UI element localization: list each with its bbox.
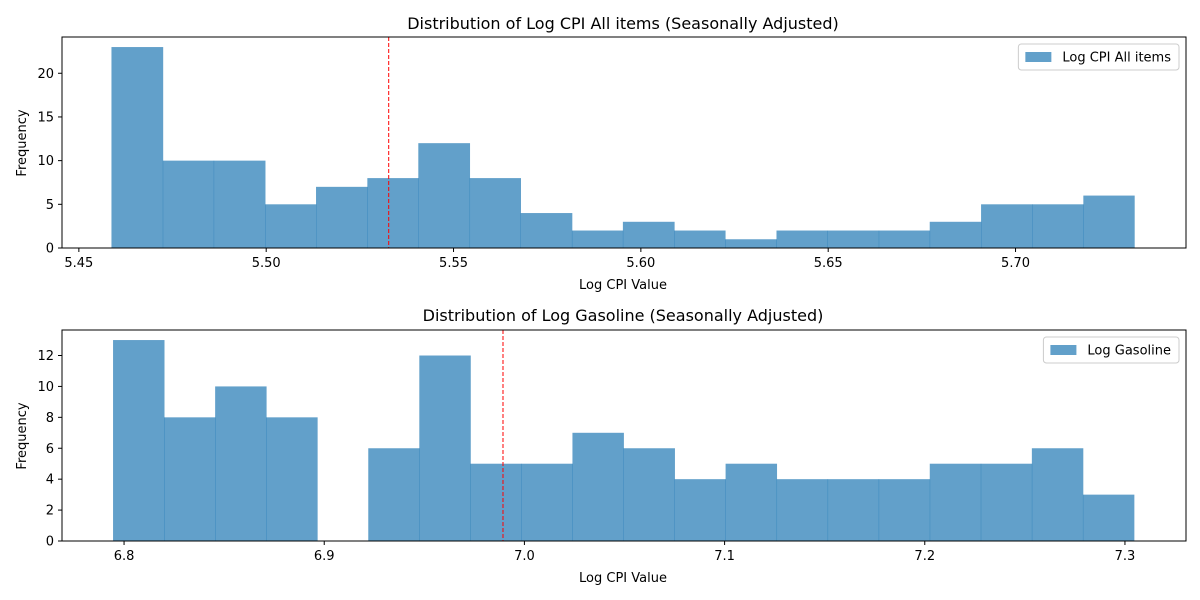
legend-label: Log CPI All items [1062, 51, 1171, 66]
plot-frame [61, 329, 1187, 542]
x-axis-ticks: 5.45 5.50 5.55 5.60 5.65 5.70 [64, 248, 1030, 271]
histogram-bar [215, 386, 267, 541]
histogram-bar [418, 143, 471, 248]
legend-label: Log Gasoline [1087, 344, 1171, 359]
histogram-bar [469, 178, 521, 248]
histogram-bar [980, 463, 1033, 541]
histogram-bar [164, 417, 216, 541]
histogram-bar [929, 221, 982, 248]
x-tick-label: 5.55 [439, 256, 468, 271]
histogram-bar [266, 417, 318, 541]
y-axis-ticks: 0 5 10 15 20 [37, 67, 62, 257]
y-axis-label: Frequency [15, 402, 30, 469]
histogram-bar [368, 448, 420, 541]
histogram-bar [111, 47, 164, 248]
legend: Log CPI All items [1017, 43, 1180, 71]
histogram-bar [572, 432, 624, 541]
histogram-bar [419, 355, 471, 541]
histogram-bar [622, 221, 675, 248]
histogram-bar [213, 160, 266, 248]
y-tick-label: 12 [37, 349, 54, 364]
x-axis-ticks: 6.8 6.9 7.0 7.1 7.2 7.3 [114, 541, 1136, 564]
histogram-bar [265, 204, 317, 248]
histogram-bar [981, 204, 1033, 248]
x-axis-label: Log CPI Value [579, 278, 667, 293]
x-tick-label: 5.50 [252, 256, 281, 271]
plot-frame [61, 36, 1187, 249]
y-tick-label: 10 [37, 154, 54, 169]
y-tick-label: 15 [37, 110, 54, 125]
y-tick-label: 2 [46, 504, 54, 519]
y-tick-label: 4 [46, 473, 54, 488]
y-tick-label: 6 [46, 442, 54, 457]
histogram-bar [367, 178, 419, 248]
x-tick-label: 7.1 [714, 549, 735, 564]
x-tick-label: 7.3 [1115, 549, 1136, 564]
legend-swatch [1025, 52, 1052, 62]
histogram-bar [1083, 195, 1135, 248]
histogram-bar [674, 479, 726, 541]
legend-swatch [1050, 345, 1077, 355]
histogram-bar [1031, 448, 1084, 541]
histogram-bar [776, 479, 829, 541]
legend-box [1017, 43, 1180, 71]
histogram-bar [878, 479, 931, 541]
histogram-bar [521, 463, 573, 541]
histogram-bar [316, 186, 368, 248]
y-tick-label: 8 [46, 411, 54, 426]
legend-box [1042, 336, 1180, 364]
histogram-bar [113, 340, 165, 541]
histogram-bar [674, 230, 726, 248]
x-tick-label: 5.70 [1001, 256, 1030, 271]
histogram-bar [1082, 494, 1135, 541]
histogram-bar [162, 160, 215, 248]
histogram-bar [725, 239, 777, 248]
histogram-bar [878, 230, 931, 248]
x-axis-label: Log CPI Value [579, 571, 667, 586]
legend: Log Gasoline [1042, 336, 1180, 364]
x-tick-label: 5.60 [626, 256, 655, 271]
y-tick-label: 20 [37, 67, 54, 82]
histogram-bars [111, 47, 1135, 248]
histogram-bar [470, 463, 522, 541]
x-tick-label: 5.65 [814, 256, 843, 271]
histogram-bar [725, 463, 778, 541]
y-axis-label: Frequency [15, 109, 30, 176]
histogram-bar [623, 448, 675, 541]
x-tick-label: 6.8 [114, 549, 135, 564]
chart-title: Distribution of Log CPI All items (Seaso… [407, 14, 839, 33]
histogram-bar [827, 230, 880, 248]
y-axis-ticks: 0 2 4 6 8 10 12 [37, 349, 62, 550]
x-tick-label: 5.45 [64, 256, 93, 271]
histogram-bar [1032, 204, 1084, 248]
y-tick-label: 5 [46, 198, 54, 213]
cpi-histogram-panel: Distribution of Log CPI All items (Seaso… [15, 14, 1187, 293]
y-tick-label: 10 [37, 380, 54, 395]
x-tick-label: 7.2 [914, 549, 935, 564]
y-tick-label: 0 [46, 242, 54, 257]
histogram-bar [776, 230, 828, 248]
x-tick-label: 6.9 [314, 549, 335, 564]
chart-title: Distribution of Log Gasoline (Seasonally… [423, 306, 824, 325]
histogram-bars [113, 340, 1135, 541]
histogram-bar [520, 213, 573, 248]
y-tick-label: 0 [46, 535, 54, 550]
histogram-bar [827, 479, 880, 541]
gasoline-histogram-panel: Distribution of Log Gasoline (Seasonally… [15, 306, 1187, 586]
x-tick-label: 7.0 [514, 549, 535, 564]
histogram-bar [571, 230, 624, 248]
histogram-bar [929, 463, 982, 541]
